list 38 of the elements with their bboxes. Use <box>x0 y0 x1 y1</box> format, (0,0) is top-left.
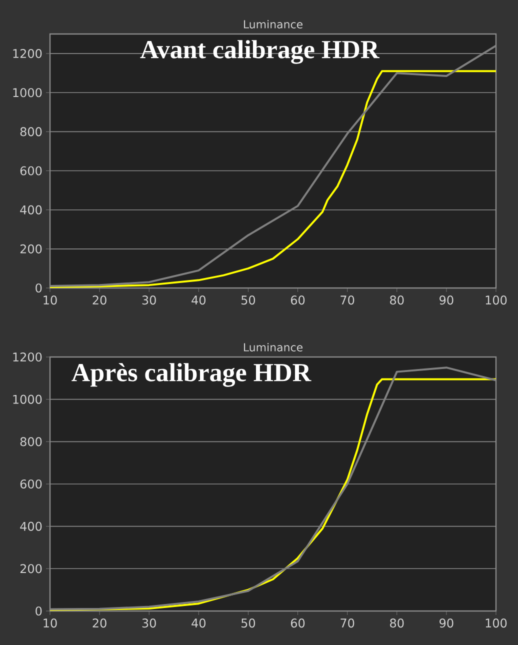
y-tick-label: 200 <box>20 564 42 574</box>
y-tick-label: 800 <box>20 437 42 446</box>
x-tick-label: 60 <box>290 296 305 305</box>
x-tick-label: 50 <box>242 296 256 305</box>
x-tick-label: 10 <box>44 296 57 305</box>
x-tick-label: 100 <box>486 618 507 628</box>
x-tick-label: 80 <box>390 296 404 305</box>
x-tick-label: 20 <box>92 618 106 628</box>
x-tick-label: 30 <box>142 296 156 305</box>
y-tick-label: 800 <box>20 127 42 136</box>
x-tick-label: 40 <box>192 618 206 628</box>
y-tick-label: 0 <box>36 283 42 293</box>
x-tick-label: 80 <box>390 618 404 628</box>
x-tick-label: 60 <box>290 618 305 628</box>
y-tick-label: 400 <box>20 205 42 214</box>
x-tick-label: 70 <box>340 618 354 628</box>
x-tick-label: 10 <box>44 618 57 628</box>
x-tick-label: 70 <box>340 296 354 305</box>
x-tick-label: 90 <box>440 296 454 305</box>
x-tick-label: 90 <box>440 618 454 628</box>
y-tick-label: 0 <box>36 606 42 616</box>
y-tick-label: 600 <box>20 479 42 489</box>
y-tick-label: 1000 <box>13 394 42 404</box>
x-tick-label: 50 <box>242 618 256 628</box>
y-tick-label: 200 <box>20 244 42 254</box>
x-tick-label: 20 <box>92 296 106 305</box>
chart-title: Luminance <box>244 342 303 352</box>
y-tick-label: 1000 <box>13 88 42 98</box>
y-tick-label: 600 <box>20 166 42 176</box>
annotation: Avant calibrage HDR <box>140 40 380 64</box>
x-tick-label: 40 <box>192 296 206 305</box>
y-tick-label: 400 <box>20 522 42 531</box>
x-tick-label: 100 <box>486 296 507 305</box>
annotation: Après calibrage HDR <box>72 363 312 387</box>
x-tick-label: 30 <box>142 618 156 628</box>
y-tick-label: 1200 <box>13 49 42 58</box>
chart-title: Luminance <box>244 20 303 28</box>
y-tick-label: 1200 <box>13 352 42 362</box>
